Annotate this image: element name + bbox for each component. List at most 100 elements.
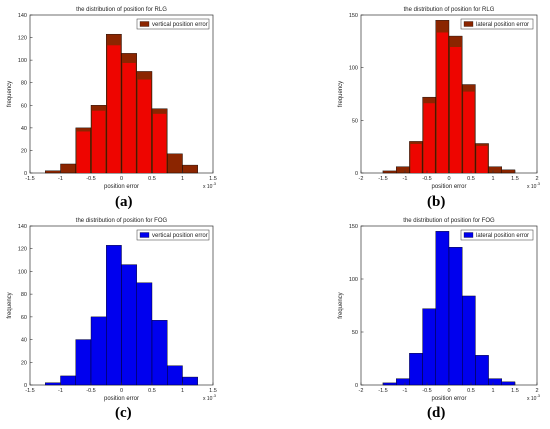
x-tick-label: -1.5 (378, 388, 387, 394)
histogram-bar (501, 169, 516, 174)
legend: lateral position error (460, 18, 534, 30)
chart-title: the distribution of position for FOG (403, 218, 495, 224)
y-tick-label: 0 (355, 383, 358, 389)
histogram-panel-1: -1.5 -1 -0.5 0 0.5 1 1.5 0 20 40 60 80 100 120 140 the … (7, 7, 217, 190)
y-tick-label: 150 (349, 224, 358, 230)
histogram-bar (382, 382, 397, 386)
x-tick-label: -1.5 (25, 176, 34, 182)
histogram-overlay-bar (122, 62, 136, 174)
x-tick-label: -1 (58, 388, 63, 394)
y-axis-label: frequency (338, 81, 344, 107)
histogram-bar (396, 166, 410, 174)
histogram-bar (60, 375, 76, 386)
x-tick-label: 1.5 (511, 176, 519, 182)
x-axis-multiplier: x 10-3 (527, 181, 541, 190)
histogram-bar (151, 320, 168, 386)
y-tick-label: 60 (21, 103, 27, 109)
x-axis-multiplier: x 10-3 (527, 393, 541, 402)
histogram-overlay-bar (423, 103, 435, 173)
y-tick-label: 120 (18, 247, 27, 253)
histogram-overlay-bar (76, 131, 90, 173)
x-tick-label: 1 (491, 176, 494, 182)
histogram-bar (462, 295, 476, 386)
histogram-bar (60, 163, 76, 174)
y-tick-label: 40 (21, 338, 27, 344)
histogram-overlay-bar (137, 79, 151, 173)
y-tick-label: 20 (21, 148, 27, 154)
legend-swatch (463, 232, 474, 238)
legend-swatch (139, 21, 150, 27)
y-axis-label: frequency (7, 292, 13, 318)
chart-title: the distribution of position for FOG (76, 218, 168, 224)
legend-box (136, 229, 210, 241)
legend: lateral position error (460, 229, 534, 241)
histogram-bar (448, 246, 463, 386)
chart-title: the distribution of position for RLG (76, 7, 167, 13)
x-tick-label: 2 (535, 176, 538, 182)
x-tick-label: 0.5 (148, 176, 156, 182)
histogram-bar (90, 316, 107, 386)
y-tick-label: 80 (21, 292, 27, 298)
histogram-overlay-bar (153, 113, 167, 173)
x-tick-label: 0.5 (467, 388, 475, 394)
x-axis-multiplier: x 10-3 (203, 393, 217, 402)
x-tick-label: -1.5 (378, 176, 387, 182)
legend-box (136, 18, 210, 30)
chart-title: the distribution of position for RLG (404, 7, 495, 13)
histogram-bar (409, 353, 423, 386)
caption-b: (b) (427, 194, 446, 210)
x-tick-label: -1.5 (25, 388, 34, 394)
y-tick-label: 50 (352, 330, 358, 336)
x-axis-label: position error (104, 184, 139, 190)
histogram-bar (488, 166, 503, 174)
y-tick-label: 20 (21, 360, 27, 366)
histogram-overlay-bar (107, 45, 121, 173)
x-tick-label: 0 (120, 388, 123, 394)
histogram-overlay-bar (436, 32, 448, 173)
histogram-overlay-bar (463, 91, 475, 173)
histogram-panel-2: -2 -1.5 -1 -0.5 0 0.5 1 1.5 2 0 50 100 150 the distri… (338, 7, 541, 190)
y-tick-label: 140 (18, 13, 27, 19)
caption-d: (d) (427, 405, 446, 421)
legend: vertical position error (136, 229, 210, 241)
histogram-bar (382, 170, 397, 174)
caption-a: (a) (115, 194, 133, 210)
legend-swatch (463, 21, 474, 27)
y-axis-label: frequency (338, 292, 344, 318)
x-tick-label: -2 (359, 388, 364, 394)
histogram-bar (121, 264, 137, 386)
histogram-bar (422, 308, 437, 386)
histogram-bar (167, 153, 183, 174)
legend-label: vertical position error (152, 233, 208, 239)
y-tick-label: 100 (349, 277, 358, 283)
y-tick-label: 60 (21, 315, 27, 321)
x-tick-label: 1 (181, 388, 184, 394)
histogram-bar (396, 378, 410, 386)
y-axis-label: frequency (7, 81, 13, 107)
legend-label: lateral position error (476, 233, 529, 239)
histogram-bar (45, 170, 61, 174)
x-tick-label: -1 (403, 176, 408, 182)
legend: vertical position error (136, 18, 210, 30)
x-tick-label: 1 (491, 388, 494, 394)
histogram-bar (45, 382, 61, 386)
x-axis-label: position error (431, 184, 466, 190)
histogram-overlay-bar (476, 145, 488, 173)
x-axis-multiplier: x 10-3 (203, 181, 217, 190)
y-tick-label: 140 (18, 224, 27, 230)
y-tick-label: 0 (24, 171, 27, 177)
x-axis-label: position error (431, 396, 466, 402)
x-tick-label: 1.5 (209, 388, 217, 394)
y-tick-label: 40 (21, 126, 27, 132)
histogram-panel-3: -1.5 -1 -0.5 0 0.5 1 1.5 0 20 40 60 80 100 120 140 the … (7, 218, 217, 402)
x-tick-label: -0.5 (86, 176, 95, 182)
x-tick-label: -2 (359, 176, 364, 182)
x-tick-label: 0.5 (467, 176, 475, 182)
x-tick-label: 1.5 (209, 176, 217, 182)
histogram-bar (501, 381, 516, 386)
x-tick-label: 1.5 (511, 388, 519, 394)
y-tick-label: 100 (18, 58, 27, 64)
caption-c: (c) (115, 405, 132, 421)
histogram-bar (136, 282, 153, 386)
